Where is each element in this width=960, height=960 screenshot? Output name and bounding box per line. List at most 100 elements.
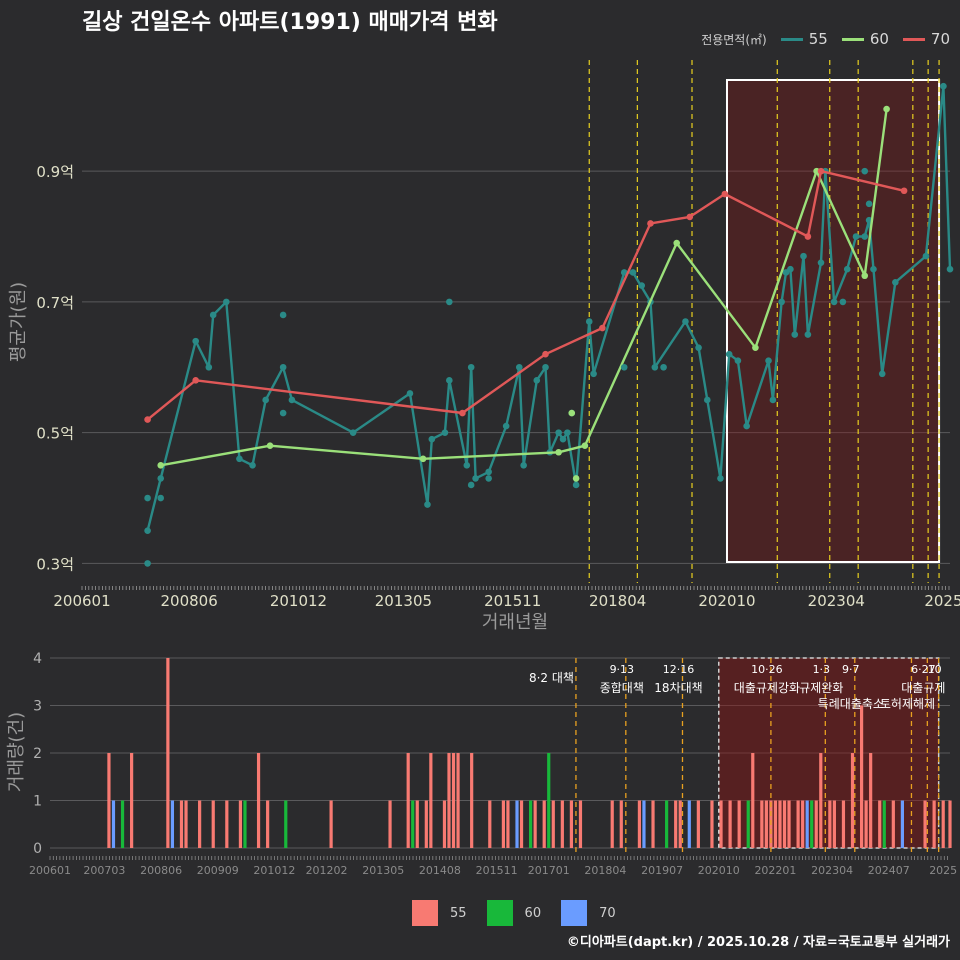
bar-55 — [787, 800, 791, 848]
bar-55 — [737, 800, 741, 848]
bar-55 — [832, 800, 836, 848]
bar-55 — [859, 705, 864, 848]
bar-55 — [198, 800, 202, 848]
x-tick-label: 202304 — [808, 592, 865, 610]
bar-55 — [456, 753, 460, 848]
policy-name-label: 규제완화 — [799, 681, 843, 695]
bar-55 — [578, 800, 583, 848]
data-point-55 — [725, 350, 733, 358]
bar-55 — [778, 800, 782, 848]
data-point-70 — [647, 220, 654, 227]
y-axis-title: 평균가(원) — [8, 282, 29, 362]
x-tick-label: 201511 — [484, 592, 541, 610]
bar-x-tick-label: 201202 — [306, 864, 348, 877]
bar-legend-swatch-70 — [561, 900, 588, 926]
data-point-55 — [564, 429, 571, 436]
legend-label-70: 70 — [930, 30, 950, 48]
data-point-55 — [870, 265, 877, 273]
bar-55 — [329, 800, 333, 848]
data-point-55 — [279, 311, 287, 319]
data-point-60 — [266, 442, 274, 450]
bar-legend-label-70: 70 — [599, 905, 616, 921]
bar-70 — [111, 800, 116, 848]
data-point-55 — [157, 494, 165, 502]
bar-60 — [120, 800, 125, 848]
bar-x-tick-label: 202201 — [754, 864, 796, 877]
data-point-60 — [581, 442, 589, 450]
data-point-55 — [585, 318, 593, 325]
bar-x-tick-label: 202010 — [698, 864, 740, 877]
data-point-70 — [542, 350, 549, 358]
bar-55 — [488, 800, 492, 848]
bar-60 — [746, 800, 750, 848]
data-point-55 — [157, 475, 165, 482]
data-point-55 — [804, 331, 812, 338]
x-tick-label: 201804 — [589, 592, 646, 610]
bar-x-tick-label: 202304 — [811, 864, 853, 877]
data-point-55 — [192, 337, 199, 345]
bar-70 — [687, 800, 691, 848]
bar-y-tick-label: 4 — [33, 651, 42, 667]
data-point-55 — [638, 282, 646, 289]
bar-60 — [665, 800, 669, 848]
bar-55 — [166, 658, 170, 848]
bar-y-tick-label: 3 — [33, 699, 42, 715]
highlight-box — [725, 79, 941, 563]
data-point-60 — [555, 448, 562, 456]
data-point-55 — [778, 298, 785, 306]
bar-55 — [238, 800, 243, 848]
bar-55 — [424, 800, 428, 848]
data-point-55 — [249, 462, 256, 469]
data-point-55 — [288, 396, 296, 404]
data-point-55 — [446, 298, 453, 306]
bar-55 — [696, 800, 700, 848]
data-point-60 — [572, 475, 580, 482]
data-point-60 — [883, 105, 890, 113]
bar-55 — [256, 753, 261, 848]
bar-60 — [529, 800, 533, 848]
bar-x-tick-label: 201511 — [476, 864, 518, 877]
data-point-70 — [144, 416, 151, 423]
bar-55 — [796, 800, 800, 848]
legend-swatch-60 — [841, 37, 864, 41]
credit-text: ©디아파트(dapt.kr) / 2025.10.28 / 자료=국토교통부 실… — [566, 935, 950, 950]
data-point-55 — [542, 363, 549, 371]
data-point-55 — [144, 527, 151, 534]
data-point-60 — [157, 462, 165, 469]
policy-date-label: 10·26 — [751, 663, 783, 676]
bar-x-tick-label: 201804 — [584, 864, 626, 877]
data-point-55 — [467, 363, 475, 371]
data-point-60 — [752, 344, 759, 351]
policy-date-label: 9·7 — [842, 663, 860, 676]
bar-55 — [864, 800, 868, 848]
data-point-55 — [467, 481, 475, 489]
data-point-55 — [472, 475, 479, 482]
bar-55 — [941, 800, 945, 848]
bar-55 — [610, 800, 614, 848]
y-tick-label: 0.5억 — [36, 425, 74, 443]
data-point-55 — [262, 396, 269, 404]
policy-name-label: 종합대책 — [600, 680, 644, 695]
bar-60 — [882, 800, 886, 848]
data-point-55 — [236, 455, 243, 463]
data-point-70 — [599, 324, 606, 332]
data-point-70 — [459, 409, 466, 417]
bar-55 — [710, 800, 714, 848]
data-point-55 — [852, 233, 860, 240]
data-point-55 — [485, 475, 492, 482]
x-axis-title: 거래년월 — [482, 612, 548, 633]
data-point-55 — [485, 468, 492, 476]
bar-60 — [810, 800, 814, 848]
bar-55 — [225, 800, 229, 848]
data-point-55 — [349, 429, 357, 436]
data-point-60 — [419, 455, 427, 463]
bar-55 — [948, 800, 952, 848]
bar-55 — [442, 800, 447, 848]
bar-60 — [243, 800, 247, 848]
policy-name-label: 토허제해제 — [880, 697, 935, 711]
bar-55 — [266, 800, 270, 848]
bar-60 — [411, 800, 415, 848]
x-tick-label: 201305 — [375, 592, 432, 610]
data-point-55 — [629, 269, 637, 276]
